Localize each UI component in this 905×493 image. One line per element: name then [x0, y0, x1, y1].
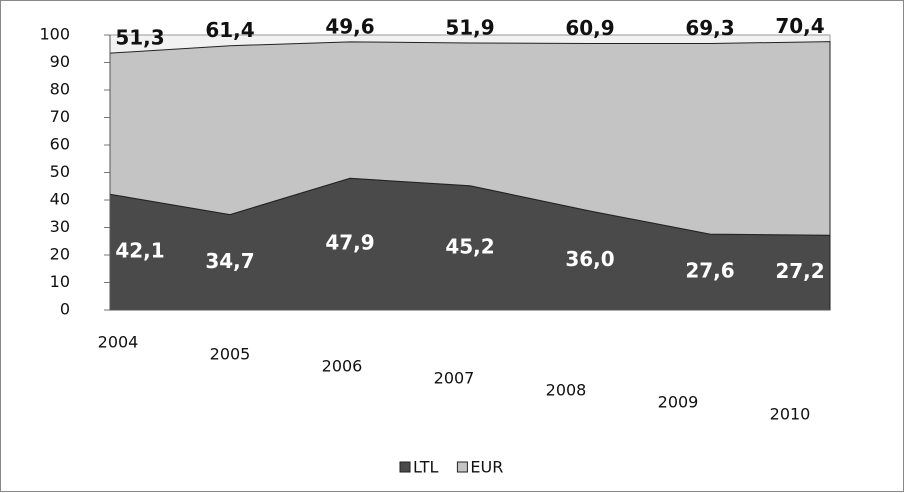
- legend-label: EUR: [470, 458, 503, 477]
- y-tick-label: 50: [50, 162, 70, 181]
- x-tick-label: 2006: [322, 357, 363, 376]
- y-tick-label: 40: [50, 190, 70, 209]
- x-tick-label: 2010: [770, 405, 811, 424]
- value-label: 60,9: [565, 16, 614, 40]
- y-tick-label: 80: [50, 80, 70, 99]
- legend-label: LTL: [413, 458, 438, 477]
- y-tick-label: 10: [50, 272, 70, 291]
- x-tick-label: 2004: [98, 333, 139, 352]
- legend-swatch: [399, 461, 411, 473]
- x-tick-label: 2008: [546, 381, 587, 400]
- value-label: 61,4: [205, 18, 254, 42]
- value-label: 27,6: [685, 259, 734, 283]
- value-label: 27,2: [775, 259, 824, 283]
- value-label: 70,4: [775, 14, 824, 38]
- value-label: 34,7: [205, 249, 254, 273]
- y-tick-label: 30: [50, 217, 70, 236]
- value-label: 47,9: [325, 231, 374, 255]
- value-label: 49,6: [325, 14, 374, 38]
- value-label: 69,3: [685, 16, 734, 40]
- y-tick-label: 20: [50, 245, 70, 264]
- y-tick-label: 90: [50, 52, 70, 71]
- y-tick-label: 60: [50, 135, 70, 154]
- y-tick-label: 0: [60, 300, 70, 319]
- value-label: 51,9: [445, 15, 494, 39]
- legend-swatch: [456, 461, 468, 473]
- x-tick-label: 2009: [658, 393, 699, 412]
- value-label: 51,3: [115, 26, 164, 50]
- x-tick-label: 2007: [434, 369, 475, 388]
- y-tick-label: 100: [39, 25, 70, 44]
- y-tick-label: 70: [50, 107, 70, 126]
- value-label: 36,0: [565, 247, 614, 271]
- value-label: 45,2: [445, 234, 494, 258]
- area: [109, 41, 831, 236]
- x-tick-label: 2005: [210, 345, 251, 364]
- value-label: 42,1: [115, 239, 164, 263]
